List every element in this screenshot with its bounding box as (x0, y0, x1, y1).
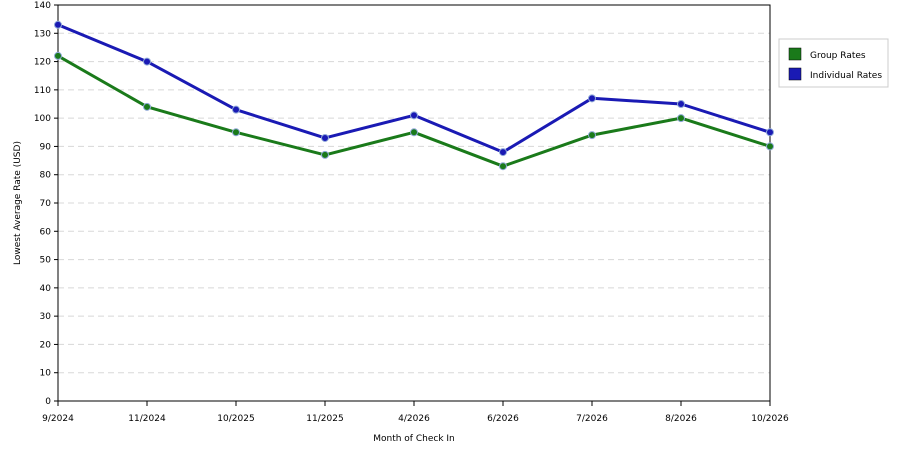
data-point (499, 148, 507, 157)
legend-swatch (788, 67, 802, 81)
x-tick-label: 9/2024 (42, 414, 74, 424)
data-point (54, 20, 62, 29)
data-point (54, 51, 62, 60)
data-point (766, 128, 774, 137)
x-tick-label: 10/2025 (217, 414, 254, 424)
data-point (410, 128, 418, 137)
y-tick-label: 70 (40, 199, 52, 209)
x-tick-label: 11/2025 (306, 414, 343, 424)
data-point (410, 111, 418, 120)
x-tick-label: 4/2026 (398, 414, 430, 424)
data-point (677, 100, 685, 108)
grid-lines (58, 32, 770, 374)
data-point (588, 94, 596, 103)
x-tick-label: 10/2026 (751, 414, 789, 424)
y-tick-label: 30 (40, 312, 52, 322)
y-tick-label: 110 (34, 86, 51, 96)
data-point (499, 162, 507, 171)
y-tick-label: 10 (40, 369, 52, 379)
x-tick-label: 6/2026 (487, 414, 519, 424)
y-axis-ticks: 0 10 20 30 40 50 60 70 80 90 100 110 120 130 140 (34, 1, 58, 407)
y-tick-label: 80 (40, 171, 52, 181)
legend: Group Rates Individual Rates (778, 38, 889, 88)
series-lines (54, 20, 774, 171)
y-tick-label: 60 (40, 227, 52, 237)
y-tick-label: 140 (34, 1, 51, 11)
data-point (766, 142, 774, 151)
data-point (677, 114, 685, 123)
x-axis-ticks: 9/2024 11/2024 10/2025 11/2025 4/2026 6/2026 7… (42, 401, 789, 424)
y-axis-title: Lowest Average Rate (USD) (13, 141, 23, 265)
legend-label: Group Rates (810, 51, 866, 61)
data-point (588, 131, 596, 140)
data-point (321, 150, 329, 159)
data-point (232, 105, 240, 114)
data-point (143, 57, 151, 66)
data-point (232, 128, 240, 137)
y-tick-label: 20 (40, 340, 52, 350)
x-axis-title: Month of Check In (373, 434, 455, 444)
y-tick-label: 100 (34, 114, 51, 124)
data-point (143, 102, 151, 111)
legend-swatch (788, 47, 802, 61)
x-tick-label: 11/2024 (128, 414, 166, 424)
data-point (321, 133, 329, 142)
y-tick-label: 130 (34, 29, 51, 39)
legend-label: Individual Rates (810, 71, 882, 81)
y-tick-label: 50 (40, 256, 52, 266)
x-tick-label: 7/2026 (576, 414, 608, 424)
x-tick-label: 8/2026 (665, 414, 697, 424)
y-tick-label: 0 (45, 397, 51, 407)
y-tick-label: 40 (40, 284, 52, 294)
y-tick-label: 120 (34, 58, 51, 68)
y-tick-label: 90 (40, 142, 52, 152)
